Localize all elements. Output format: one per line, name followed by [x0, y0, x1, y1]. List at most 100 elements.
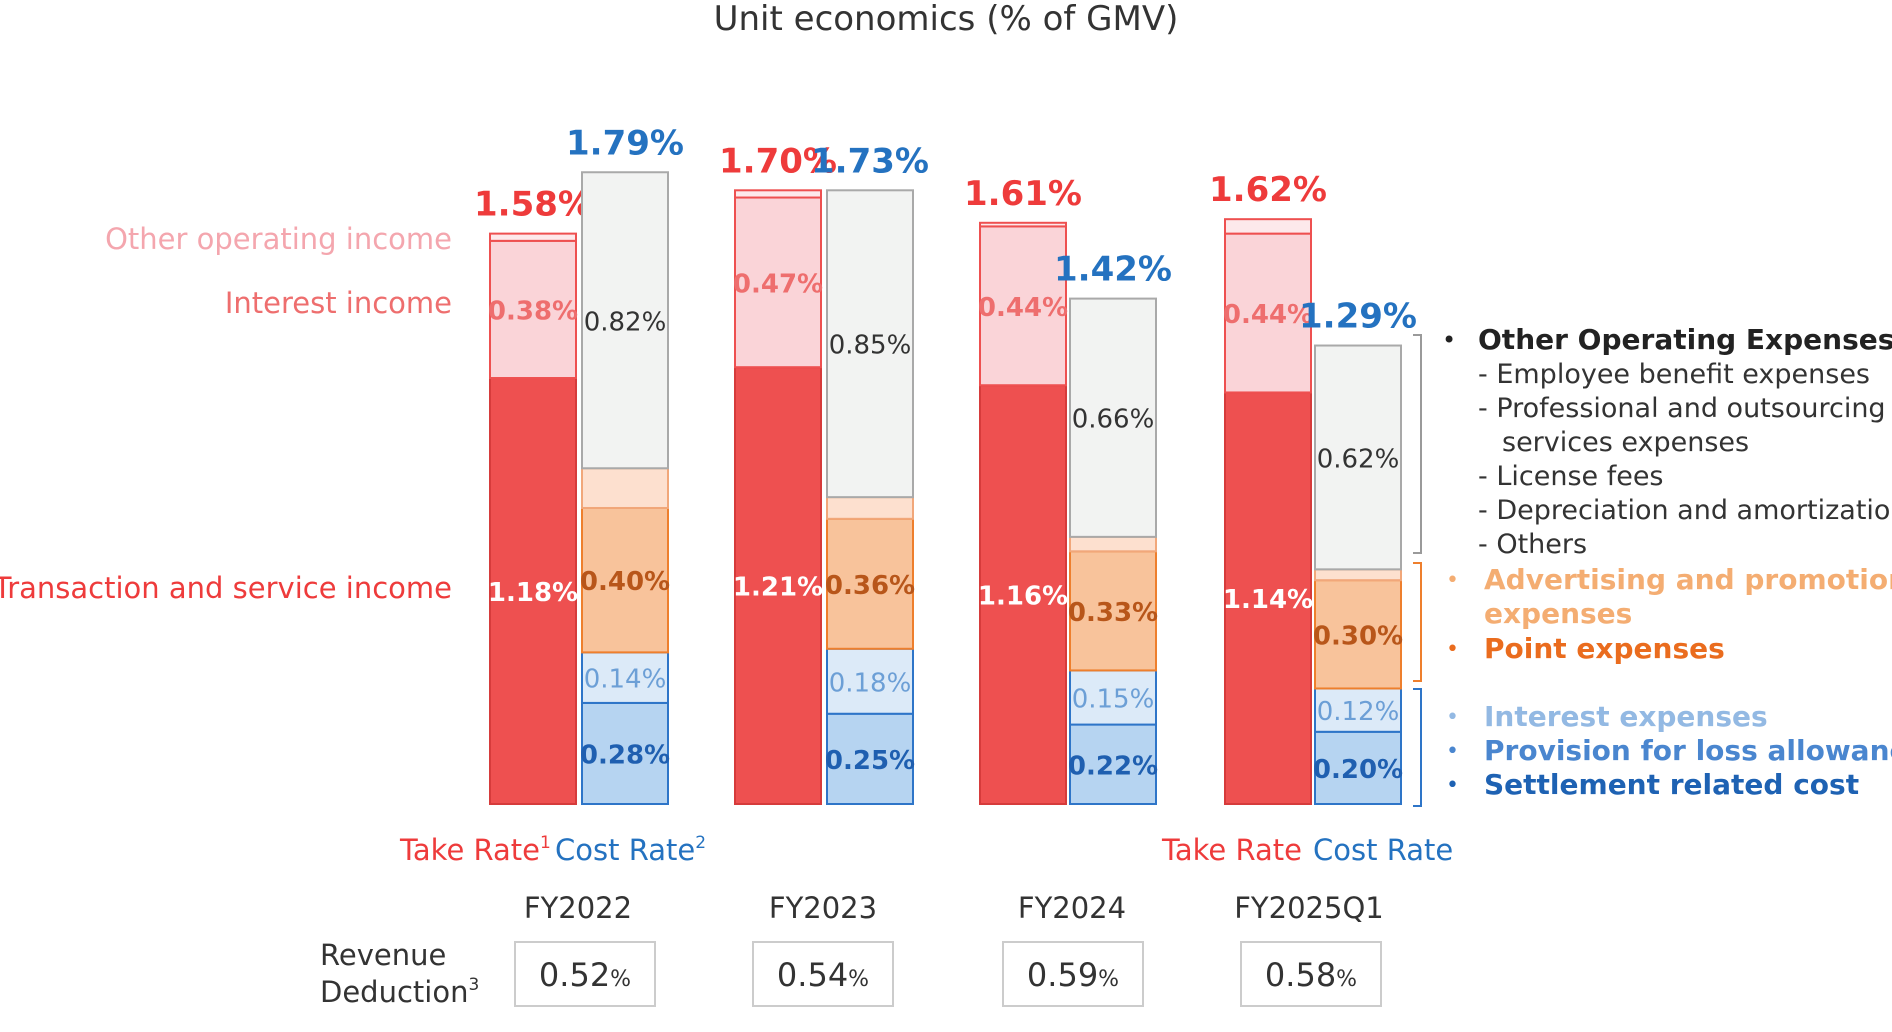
- bars-layer: 1.18% 0.38% 1.58% 1.21% 0.47% 1.70% 1.16% 0.44%…: [474, 123, 1417, 1007]
- take-rate-total-fy2024: 1.61%: [964, 174, 1082, 214]
- take-bar-interest-income-fy2025q1: [1224, 232, 1312, 394]
- take-value-label-transaction-and-service-income-fy2022: 1.18%: [488, 578, 578, 608]
- take-bar-transaction-and-service-income-fy2025q1: [1224, 391, 1312, 805]
- take-rate-total-fy2022: 1.58%: [474, 185, 592, 225]
- revenue-deduction-unit: %: [1098, 967, 1119, 992]
- take-rate-label-text: Take Rate: [399, 833, 540, 867]
- cost-bar-advertising-and-promotion-expenses-fy2024: [1069, 535, 1157, 553]
- cost-value-label-other-operating-expenses-fy2025q1: 0.62%: [1317, 444, 1400, 474]
- cost-bar-point-expenses-fy2024: [1069, 550, 1157, 672]
- cost-bar-advertising-and-promotion-expenses-fy2025q1: [1314, 568, 1402, 582]
- take-value-label-interest-income-fy2024: 0.44%: [978, 293, 1068, 323]
- cost-bar-point-expenses-fy2023: [826, 517, 914, 650]
- legend-advertising-line2: expenses: [1484, 597, 1632, 630]
- take-bar-other-operating-income-fy2022: [489, 232, 577, 242]
- label-interest-income: Interest income: [225, 286, 452, 320]
- cost-value-label-other-operating-expenses-fy2022: 0.82%: [584, 307, 667, 337]
- category-label-fy2022: FY2022: [524, 891, 632, 925]
- legend-bullet-provision: •: [1446, 739, 1459, 764]
- take-bar-interest-income-fy2023: [734, 196, 822, 369]
- cost-rate-label-numbered: Cost Rate2: [555, 833, 706, 867]
- take-bar-interest-income-fy2024: [979, 225, 1067, 387]
- revenue-deduction-box-fy2023: [752, 941, 894, 1007]
- chart-title: Unit economics (% of GMV): [714, 0, 1179, 39]
- legend-other-item-6: - Others: [1478, 529, 1587, 560]
- cost-bar-interest-expenses-provision-for-loss-allowance-fy2023: [826, 647, 914, 715]
- revenue-deduction-box-fy2024: [1002, 941, 1144, 1007]
- cost-value-label-point-expenses-fy2024: 0.33%: [1068, 598, 1158, 628]
- cost-value-label-settlement-related-cost-fy2023: 0.25%: [825, 746, 915, 776]
- legend-other-item-3: services expenses: [1502, 427, 1749, 458]
- legend-other-item-5: - Depreciation and amortization: [1478, 495, 1892, 526]
- take-bar-other-operating-income-fy2023: [734, 189, 822, 199]
- cost-rate-total-fy2023: 1.73%: [811, 141, 929, 181]
- bracket-orange-expenses: [1413, 562, 1422, 682]
- take-value-label-transaction-and-service-income-fy2025q1: 1.14%: [1223, 585, 1313, 615]
- cost-value-label-other-operating-expenses-fy2023: 0.85%: [829, 331, 912, 361]
- cost-value-label-other-operating-expenses-fy2024: 0.66%: [1072, 405, 1155, 435]
- take-bar-interest-income-fy2022: [489, 239, 577, 380]
- cost-bar-point-expenses-fy2022: [581, 506, 669, 654]
- legend-bullet-interest-exp: •: [1446, 705, 1459, 730]
- cost-bar-interest-expenses-provision-for-loss-allowance-fy2022: [581, 651, 669, 704]
- take-value-label-interest-income-fy2023: 0.47%: [733, 269, 823, 299]
- bracket-other-expenses: [1413, 334, 1422, 554]
- cost-value-label-settlement-related-cost-fy2025q1: 0.20%: [1313, 755, 1403, 785]
- revenue-deduction-label: Revenue: [320, 938, 446, 972]
- cost-bar-settlement-related-cost-fy2023: [826, 712, 914, 805]
- cost-value-label-interest-expenses-provision-for-loss-allowance-fy2023: 0.18%: [829, 668, 912, 698]
- revenue-deduction-number: 0.58: [1265, 956, 1336, 994]
- revenue-deduction-value-fy2022: 0.52%: [539, 956, 631, 994]
- revenue-deduction-value-fy2025q1: 0.58%: [1265, 956, 1357, 994]
- revenue-deduction-unit: %: [848, 967, 869, 992]
- cost-rate-footnote: 2: [695, 833, 706, 853]
- cost-bar-other-operating-expenses-fy2023: [826, 189, 914, 499]
- take-rate-footnote: 1: [540, 833, 551, 853]
- cost-value-label-interest-expenses-provision-for-loss-allowance-fy2024: 0.15%: [1072, 685, 1155, 715]
- take-rate-total-fy2023: 1.70%: [719, 141, 837, 181]
- revenue-deduction-line2: Deduction: [320, 975, 468, 1009]
- take-bar-transaction-and-service-income-fy2022: [489, 377, 577, 805]
- revenue-deduction-label-2: Deduction3: [320, 975, 479, 1009]
- take-bar-other-operating-income-fy2024: [979, 221, 1067, 228]
- cost-value-label-settlement-related-cost-fy2024: 0.22%: [1068, 751, 1158, 781]
- cost-value-label-point-expenses-fy2025q1: 0.30%: [1313, 621, 1403, 651]
- cost-bar-interest-expenses-provision-for-loss-allowance-fy2025q1: [1314, 687, 1402, 733]
- revenue-deduction-number: 0.59: [1027, 956, 1098, 994]
- legend-other-title: Other Operating Expenses: [1478, 323, 1892, 356]
- cost-value-label-point-expenses-fy2023: 0.36%: [825, 571, 915, 601]
- cost-rate-total-fy2025q1: 1.29%: [1299, 297, 1417, 337]
- take-value-label-interest-income-fy2022: 0.38%: [488, 296, 578, 326]
- cost-rate-total-fy2022: 1.79%: [566, 123, 684, 163]
- legend-bullet-point: •: [1446, 637, 1459, 662]
- cost-value-label-interest-expenses-provision-for-loss-allowance-fy2025q1: 0.12%: [1317, 697, 1400, 727]
- take-bar-transaction-and-service-income-fy2024: [979, 384, 1067, 805]
- take-rate-label-numbered: Take Rate1: [399, 833, 551, 867]
- revenue-deduction-box-fy2022: [514, 941, 656, 1007]
- cost-rate-total-fy2024: 1.42%: [1054, 250, 1172, 290]
- bracket-blue-expenses: [1413, 688, 1422, 807]
- legend-bullet-advertising: •: [1446, 568, 1459, 593]
- take-bar-other-operating-income-fy2025q1: [1224, 218, 1312, 235]
- take-rate-label: Take Rate: [1161, 833, 1302, 867]
- cost-rate-label: Cost Rate: [1313, 833, 1453, 867]
- take-value-label-transaction-and-service-income-fy2023: 1.21%: [733, 573, 823, 603]
- label-transaction-service-income: Transaction and service income: [0, 571, 452, 605]
- cost-value-label-interest-expenses-provision-for-loss-allowance-fy2022: 0.14%: [584, 665, 667, 695]
- revenue-deduction-value-fy2024: 0.59%: [1027, 956, 1119, 994]
- legend-other-item-1: - Employee benefit expenses: [1478, 359, 1870, 390]
- cost-value-label-point-expenses-fy2022: 0.40%: [580, 567, 670, 597]
- revenue-deduction-number: 0.52: [539, 956, 610, 994]
- category-label-fy2025q1: FY2025Q1: [1234, 891, 1383, 925]
- category-label-fy2024: FY2024: [1018, 891, 1126, 925]
- legend-other-item-2: - Professional and outsourcing: [1478, 393, 1886, 424]
- legend-advertising-line1: Advertising and promotion: [1484, 563, 1892, 596]
- legend-bullet-other: •: [1442, 326, 1456, 354]
- revenue-deduction-box-fy2025q1: [1240, 941, 1382, 1007]
- cost-rate-label-text: Cost Rate: [555, 833, 695, 867]
- cost-bar-settlement-related-cost-fy2025q1: [1314, 730, 1402, 805]
- label-other-operating-income: Other operating income: [105, 222, 452, 256]
- revenue-deduction-unit: %: [610, 967, 631, 992]
- take-value-label-transaction-and-service-income-fy2024: 1.16%: [978, 582, 1068, 612]
- category-label-fy2023: FY2023: [769, 891, 877, 925]
